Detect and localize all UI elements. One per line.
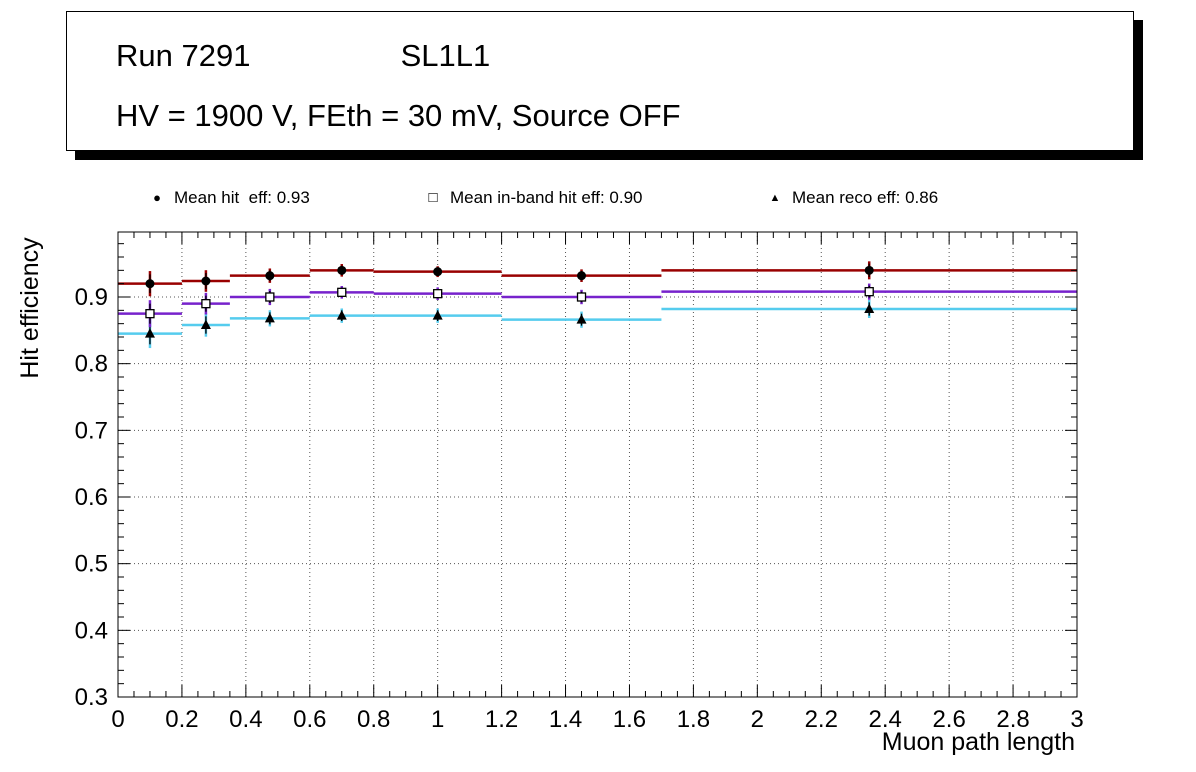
svg-text:0.8: 0.8 [357,706,390,733]
data-point-triangle [576,314,587,324]
svg-text:0.2: 0.2 [165,706,198,733]
svg-text:0.6: 0.6 [75,484,108,511]
legend-entry-mean-hit-eff: ● Mean hit eff: 0.93 [140,186,310,210]
y-axis-title: Hit efficiency [16,237,44,379]
filled-triangle-icon: ▲ [769,192,781,204]
svg-text:0.8: 0.8 [75,351,108,378]
data-point-square [201,299,211,309]
svg-text:1.6: 1.6 [613,706,646,733]
data-point-triangle [144,328,155,338]
svg-text:1.2: 1.2 [485,706,518,733]
legend-label-mean-hit-eff: Mean hit eff: 0.93 [174,188,310,207]
svg-text:1.4: 1.4 [549,706,582,733]
title-box: Run 7291 SL1L1 HV = 1900 V, FEth = 30 mV… [66,11,1134,151]
data-point-triangle [432,310,443,320]
svg-text:0.6: 0.6 [293,706,326,733]
svg-text:3: 3 [1070,706,1083,733]
svg-text:0.4: 0.4 [229,706,262,733]
legend-entry-mean-inband-hit-eff: □ Mean in-band hit eff: 0.90 [416,186,643,210]
data-point-circle [337,265,347,275]
svg-text:1.8: 1.8 [677,706,710,733]
series-mean-in-band-hit-eff [118,283,1077,328]
data-point-circle [145,279,155,289]
x-tick-labels: 0 0.2 0.4 0.6 0.8 1 1.2 1.4 1.6 1.8 2 2.2 2.4 2.6 2.8 3 [111,706,1083,733]
y-tick-labels: 0.3 0.4 0.5 0.6 0.7 0.8 0.9 [75,284,108,711]
gridlines [117,232,1078,698]
svg-text:2.4: 2.4 [869,706,902,733]
data-point-circle [864,265,874,275]
legend: ● Mean hit eff: 0.93 □ Mean in-band hit … [118,178,1077,222]
svg-text:0: 0 [111,706,124,733]
run-label: Run 7291 [116,38,251,73]
svg-text:0.5: 0.5 [75,551,108,578]
legend-label-mean-reco-eff: Mean reco eff: 0.86 [792,188,939,207]
title-line1: Run 7291 SL1L1 [116,38,490,74]
filled-circle-icon: ● [153,190,161,205]
data-point-triangle [864,303,875,313]
conditions-label: HV = 1900 V, FEth = 30 mV, Source OFF [116,98,681,133]
data-point-triangle [336,310,347,320]
open-square-icon: □ [428,189,438,206]
svg-text:2.2: 2.2 [805,706,838,733]
legend-entry-mean-reco-eff: ▲ Mean reco eff: 0.86 [758,186,939,210]
data-point-square [864,287,874,297]
data-point-triangle [264,312,275,323]
svg-text:1: 1 [431,706,444,733]
series-mean-hit-eff [118,261,1077,297]
svg-text:0.3: 0.3 [75,684,108,711]
series-mean-reco-eff [118,300,1077,349]
data-point-square [145,309,155,319]
data-point-circle [265,271,275,281]
axis-titles: Muon path length Hit efficiency [16,237,1075,756]
svg-text:2: 2 [751,706,764,733]
data-point-triangle [200,319,211,329]
plot-frame [117,231,1078,698]
data-point-circle [433,267,443,277]
svg-text:2.6: 2.6 [932,706,965,733]
data-point-circle [577,271,587,281]
data-point-square [265,292,275,302]
axis-ticks [117,232,1078,698]
chamber-layer-label: SL1L1 [400,38,491,73]
svg-text:0.4: 0.4 [75,617,108,644]
data-point-square [433,289,443,299]
x-axis-title: Muon path length [882,728,1075,756]
svg-text:2.8: 2.8 [996,706,1029,733]
data-point-square [337,287,347,297]
data-point-circle [201,276,211,286]
data-point-square [576,292,587,302]
legend-label-mean-inband-hit-eff: Mean in-band hit eff: 0.90 [450,188,643,207]
svg-text:0.9: 0.9 [75,284,108,311]
svg-text:0.7: 0.7 [75,417,108,444]
